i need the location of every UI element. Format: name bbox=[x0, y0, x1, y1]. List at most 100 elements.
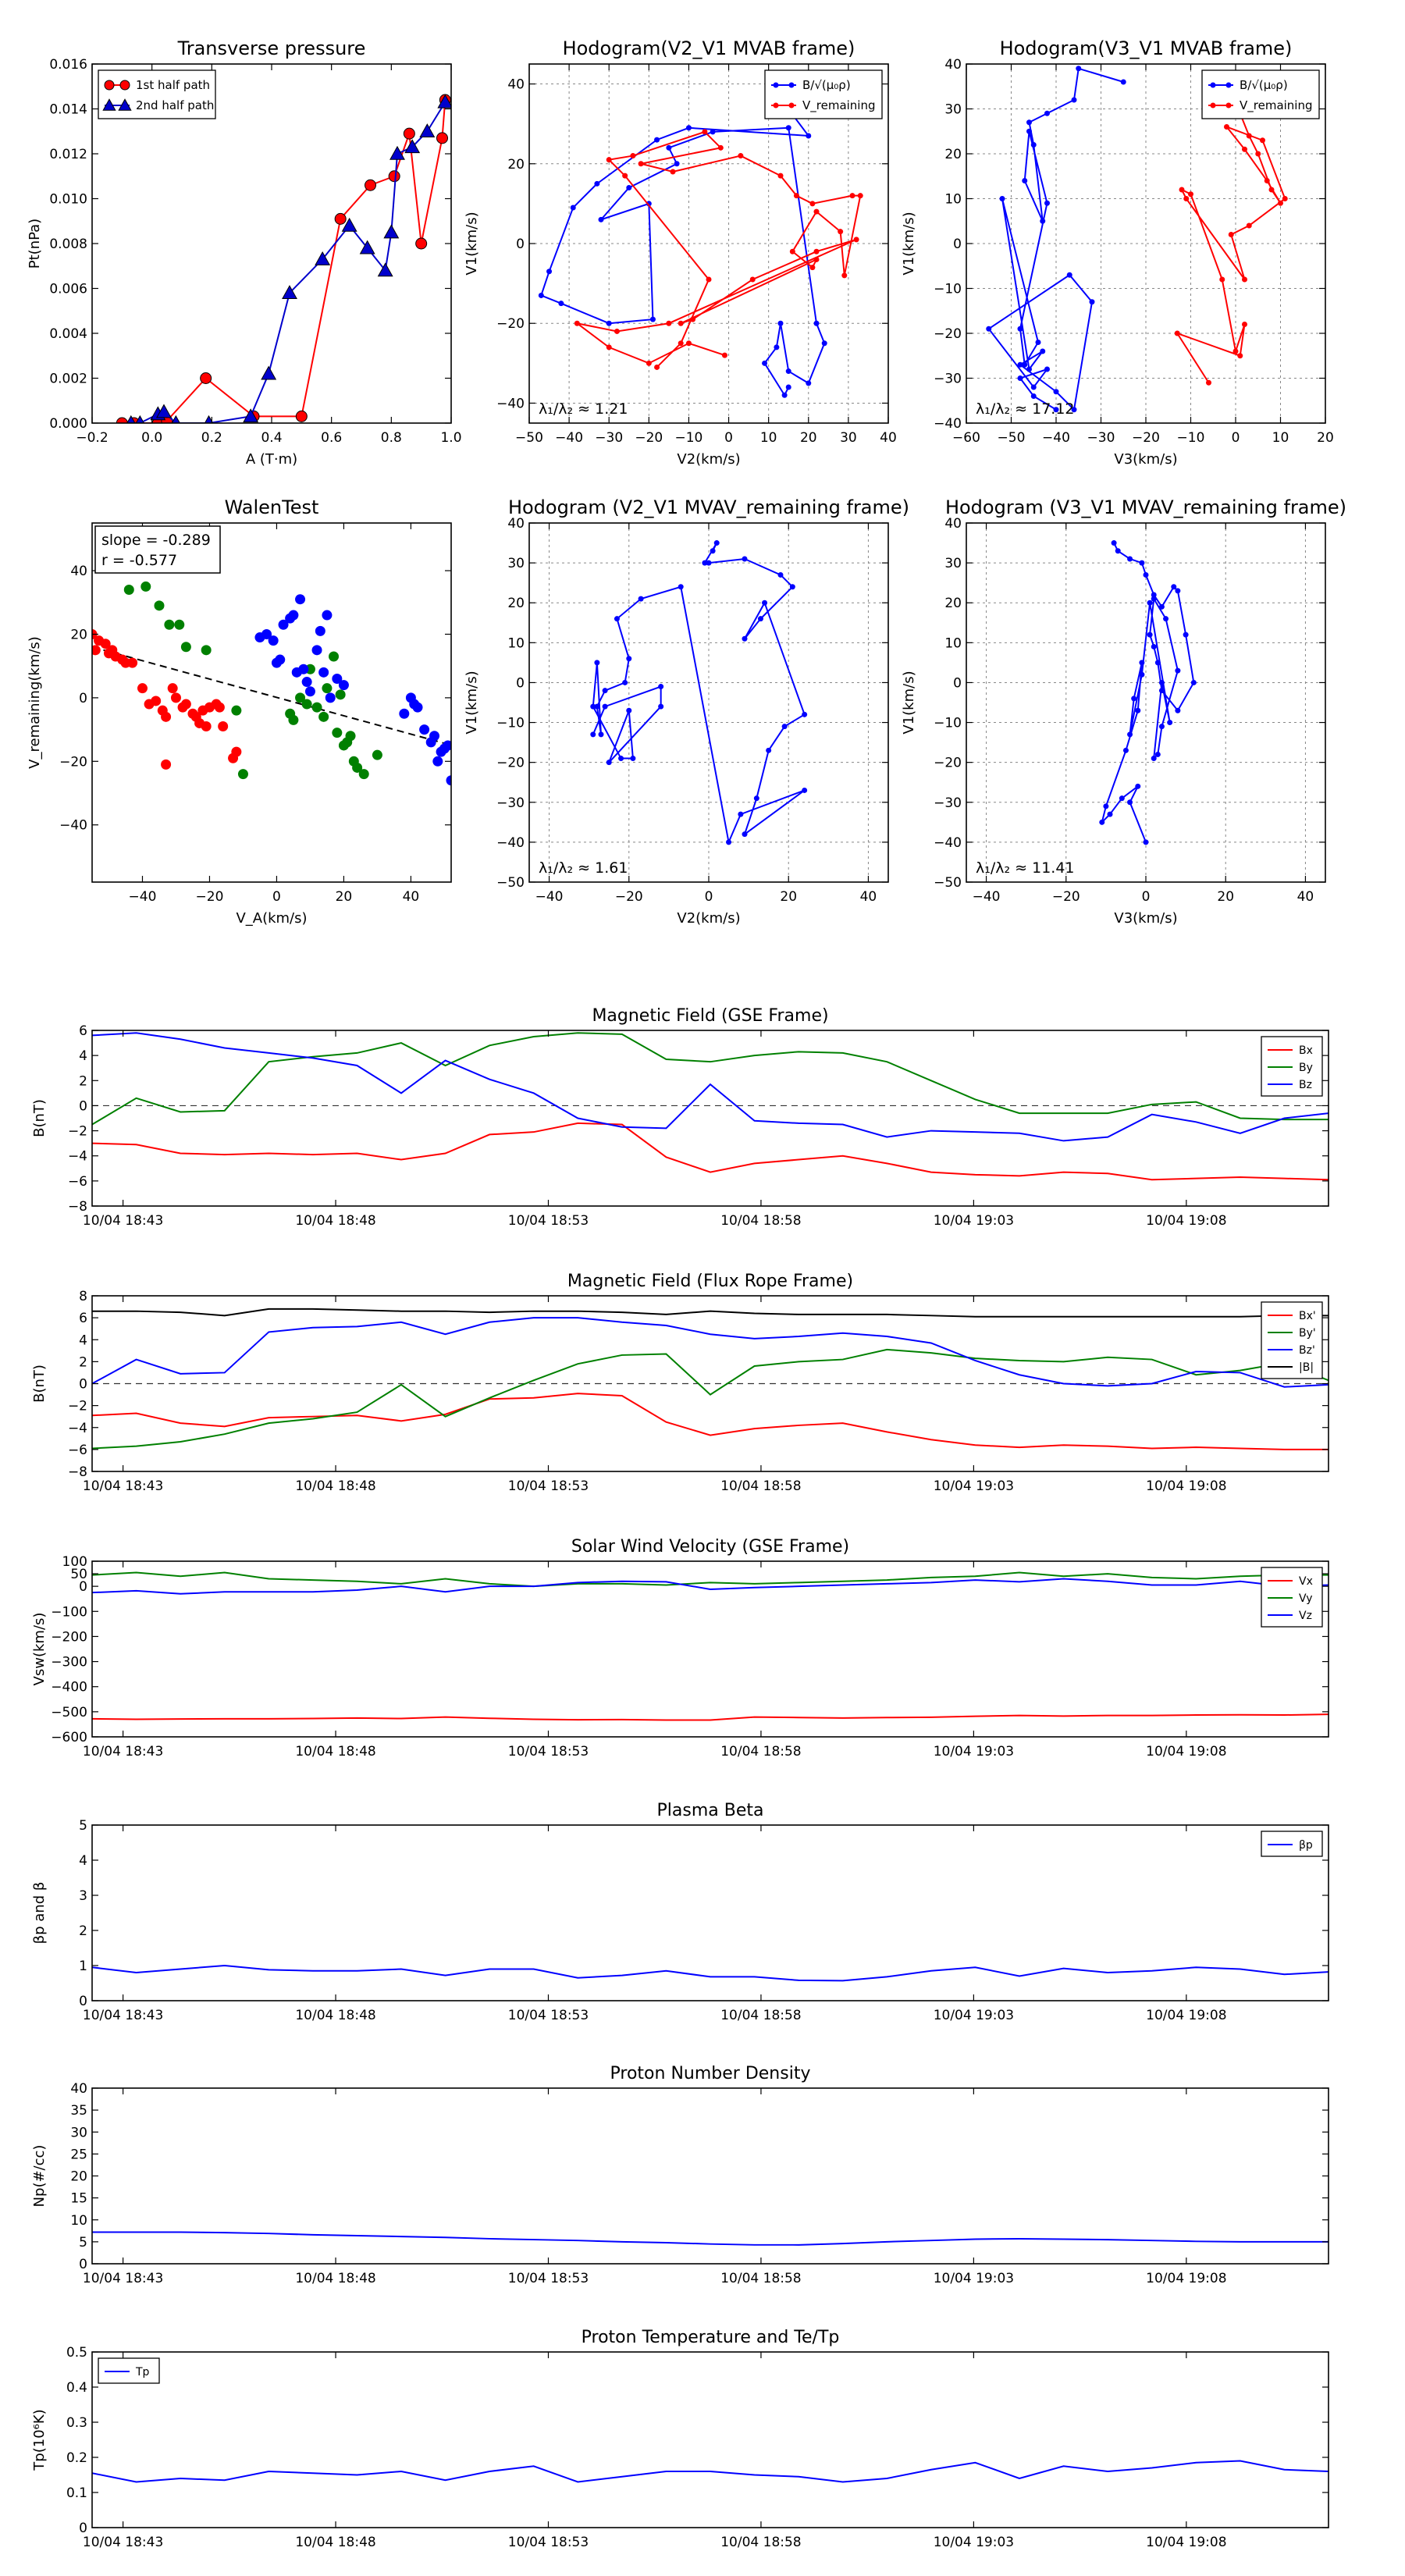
data-point bbox=[1071, 407, 1077, 413]
data-point bbox=[813, 320, 820, 326]
scatter-point bbox=[288, 610, 299, 621]
chart-h4: Hodogram (V3_V1 MVAV_remaining frame) −50… bbox=[901, 496, 1346, 927]
x-axis-label: V2(km/s) bbox=[677, 910, 740, 927]
data-point bbox=[614, 616, 620, 622]
chart-h3: Hodogram (V2_V1 MVAV_remaining frame) −50… bbox=[464, 496, 909, 927]
y-axis-label: βp and β bbox=[31, 1882, 48, 1944]
x-tick-label: 20 bbox=[780, 889, 797, 905]
x-tick-label: −50 bbox=[515, 430, 543, 446]
legend-label: Vz bbox=[1299, 1610, 1312, 1622]
data-point bbox=[1188, 191, 1193, 197]
data-point bbox=[1190, 679, 1197, 685]
y-tick-label: −8 bbox=[68, 1464, 87, 1480]
data-point bbox=[713, 540, 720, 546]
scatter-point bbox=[201, 645, 212, 656]
y-tick-label: 30 bbox=[507, 556, 525, 571]
data-point bbox=[649, 316, 656, 322]
y-tick-label: −6 bbox=[68, 1443, 87, 1458]
data-point bbox=[574, 320, 580, 326]
y-tick-label: −40 bbox=[934, 416, 962, 432]
y-tick-label: 0 bbox=[516, 237, 525, 252]
y-tick-label: −2 bbox=[68, 1124, 87, 1140]
y-tick-label: −20 bbox=[59, 754, 87, 770]
x-tick-label: 10 bbox=[760, 430, 777, 446]
x-tick-label: 10/04 19:08 bbox=[1146, 2535, 1226, 2550]
x-tick-label: 0.2 bbox=[201, 430, 222, 446]
data-point bbox=[785, 368, 791, 375]
x-tick-label: 0 bbox=[272, 889, 281, 905]
ratio-annotation: λ₁/λ₂ ≈ 11.41 bbox=[976, 859, 1075, 877]
data-point bbox=[102, 98, 116, 111]
y-tick-label: 0.004 bbox=[49, 326, 87, 342]
x-tick-label: 10/04 19:08 bbox=[1146, 1478, 1226, 1494]
y-tick-label: 0 bbox=[953, 237, 962, 252]
series-vx bbox=[92, 1713, 1329, 1721]
data-point bbox=[986, 326, 992, 332]
legend-label: Bx bbox=[1299, 1044, 1313, 1057]
plot-frame bbox=[91, 2351, 1329, 2528]
data-point bbox=[788, 102, 795, 109]
scatter-point bbox=[161, 711, 172, 722]
y-tick-label: 20 bbox=[507, 157, 525, 173]
data-point bbox=[710, 548, 716, 554]
chart-title: Transverse pressure bbox=[177, 37, 366, 59]
x-tick-label: 10/04 19:03 bbox=[934, 1478, 1014, 1494]
plot-area bbox=[92, 2231, 1329, 2246]
data-point bbox=[1151, 596, 1157, 602]
y-tick-label: 2 bbox=[79, 1923, 87, 1939]
scatter-point bbox=[419, 724, 430, 735]
series-line bbox=[92, 1317, 1329, 1388]
data-point bbox=[841, 272, 848, 279]
data-point bbox=[1255, 151, 1261, 157]
series-0 bbox=[92, 628, 242, 770]
legend-label: B/√(μ₀ρ) bbox=[1240, 78, 1288, 92]
scatter-point bbox=[167, 683, 178, 694]
data-point bbox=[1237, 353, 1243, 359]
plot-area bbox=[986, 66, 1288, 413]
data-point bbox=[1099, 819, 1105, 825]
series-bx bbox=[92, 1122, 1329, 1181]
data-point bbox=[1026, 366, 1032, 372]
series-1 bbox=[123, 581, 382, 780]
data-point bbox=[1044, 366, 1050, 372]
y-tick-label: 15 bbox=[70, 2191, 87, 2207]
y-tick-label: 0 bbox=[79, 2521, 87, 2536]
scatter-point bbox=[311, 702, 322, 713]
data-point bbox=[630, 153, 636, 159]
series-line bbox=[92, 1122, 1329, 1181]
data-point bbox=[1040, 218, 1046, 224]
data-point bbox=[341, 217, 357, 232]
series-line bbox=[92, 1032, 1329, 1126]
data-point bbox=[702, 129, 708, 135]
data-point bbox=[383, 224, 400, 239]
data-point bbox=[802, 711, 808, 717]
data-point bbox=[1139, 671, 1145, 678]
data-point bbox=[1158, 724, 1165, 730]
data-point bbox=[1183, 196, 1190, 201]
data-point bbox=[171, 415, 180, 423]
x-tick-label: 40 bbox=[1297, 889, 1314, 905]
data-point bbox=[389, 145, 405, 160]
series-vy bbox=[92, 1571, 1329, 1588]
series-line bbox=[92, 1964, 1329, 1982]
y-tick-label: 0.2 bbox=[66, 2450, 87, 2466]
data-point bbox=[1030, 393, 1037, 399]
stats-box bbox=[94, 525, 221, 574]
scatter-point bbox=[237, 769, 248, 780]
data-point bbox=[1225, 102, 1232, 109]
chart-pt: Transverse pressure 0.000 0.002 0.004 0.006 0… bbox=[27, 37, 462, 468]
x-tick-label: −60 bbox=[952, 430, 980, 446]
data-point bbox=[678, 584, 684, 590]
data-point bbox=[614, 328, 620, 334]
x-tick-label: 0 bbox=[1232, 430, 1240, 446]
x-tick-label: 10/04 18:48 bbox=[295, 1744, 375, 1759]
scatter-point bbox=[180, 699, 191, 710]
y-tick-label: −30 bbox=[496, 795, 525, 811]
data-point bbox=[813, 256, 820, 262]
y-tick-label: 50 bbox=[70, 1567, 87, 1582]
chart-title: Hodogram(V2_V1 MVAB frame) bbox=[563, 37, 855, 59]
data-point bbox=[788, 82, 795, 88]
legend-label: Bz bbox=[1299, 1079, 1312, 1091]
series-b- bbox=[538, 85, 827, 398]
y-tick-label: −10 bbox=[496, 716, 525, 731]
